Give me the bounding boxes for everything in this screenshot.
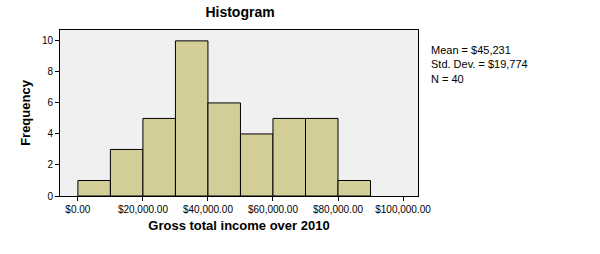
svg-text:Gross total income over 2010: Gross total income over 2010	[148, 218, 329, 233]
svg-text:$60,000.00: $60,000.00	[248, 204, 298, 215]
svg-text:Histogram: Histogram	[205, 4, 274, 20]
svg-text:0: 0	[47, 191, 53, 202]
svg-text:Frequency: Frequency	[18, 79, 33, 146]
svg-text:4: 4	[47, 128, 53, 139]
svg-text:$0.00: $0.00	[65, 204, 90, 215]
svg-text:8: 8	[47, 66, 53, 77]
svg-text:6: 6	[47, 97, 53, 108]
svg-text:10: 10	[42, 35, 54, 46]
svg-text:$80,000.00: $80,000.00	[313, 204, 363, 215]
svg-text:$20,000.00: $20,000.00	[118, 204, 168, 215]
svg-text:$40,000.00: $40,000.00	[183, 204, 233, 215]
svg-text:$100,000.00: $100,000.00	[375, 204, 431, 215]
svg-text:Mean = $45,231Std. Dev. = $19,: Mean = $45,231Std. Dev. = $19,774N = 40	[431, 44, 528, 85]
svg-text:2: 2	[47, 159, 53, 170]
